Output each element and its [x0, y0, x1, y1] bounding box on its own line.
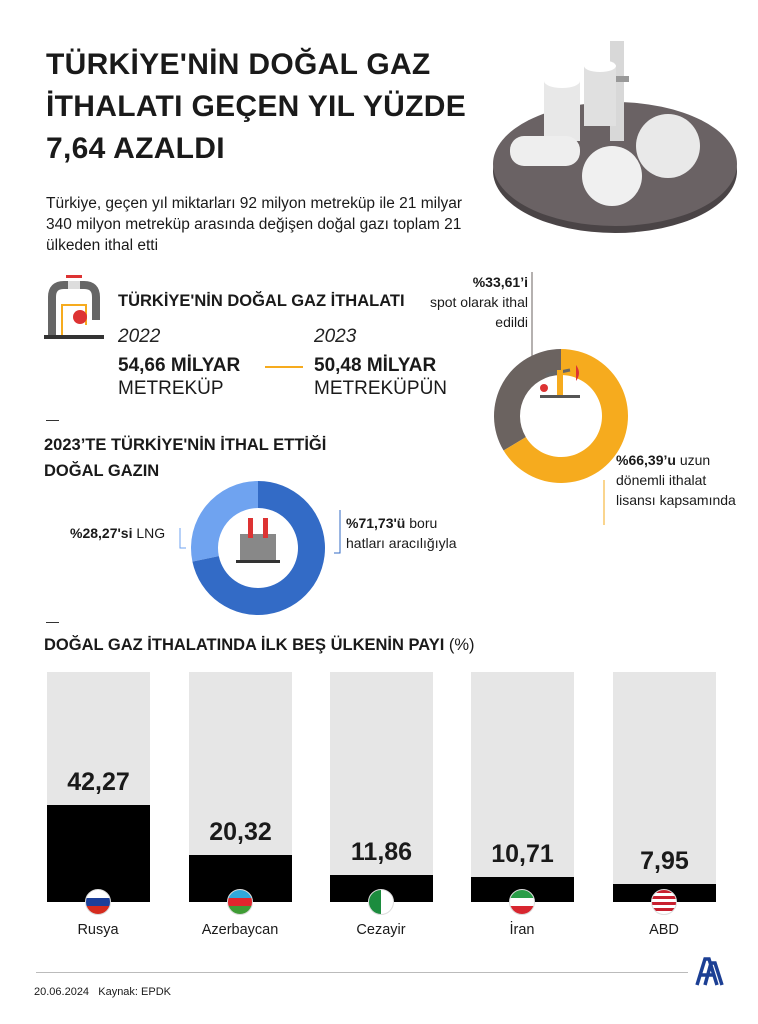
lng-label: %28,27'si LNG [70, 525, 166, 541]
value-2023: 50,48 MİLYAR [314, 355, 437, 376]
spot-donut-chart [494, 272, 628, 525]
donut-slice [192, 481, 325, 615]
donut-slice [191, 481, 258, 562]
subtitle: Türkiye, geçen yıl miktarları 92 milyon … [46, 195, 463, 254]
gas-facility-illustration [493, 41, 737, 233]
footer-text: 20.06.2024 Kaynak: EPDK [34, 986, 171, 998]
unit-2022: METREKÜP [118, 378, 224, 399]
year-2022: 2022 [118, 326, 161, 347]
bar-value-label: 20,32 [209, 818, 272, 847]
flag-icon [651, 889, 677, 915]
longterm-label: %66,39’u uzun dönemli ithalat lisansı ka… [616, 452, 736, 508]
flag-icon [368, 889, 394, 915]
refinery-icon [236, 518, 280, 563]
bar-value-label: 11,86 [350, 837, 413, 866]
connector-line [265, 366, 303, 368]
page-title: TÜRKİYE'NİN DOĞAL GAZ İTHALATI GEÇEN YIL… [46, 48, 467, 165]
aa-logo [695, 957, 724, 986]
section3-heading: DOĞAL GAZ İTHALATINDA İLK BEŞ ÜLKENİN PA… [44, 636, 475, 654]
footer-divider [36, 972, 688, 973]
bar-background: 11,86 [330, 672, 433, 902]
bar-background: 42,27 [47, 672, 150, 902]
bar-value-label: 10,71 [491, 840, 554, 869]
flag-icon [509, 889, 535, 915]
spot-label: %33,61’i spot olarak ithal edildi [429, 274, 528, 330]
bar-background: 20,32 [189, 672, 292, 902]
country-label: Rusya [77, 922, 119, 938]
country-label: İran [509, 922, 535, 938]
bar-background: 10,71 [471, 672, 574, 902]
flag-icon [227, 889, 253, 915]
year-2023: 2023 [314, 326, 357, 347]
donut-slice [503, 349, 628, 483]
unit-2023: METREKÜPÜN [314, 378, 448, 399]
bar [47, 804, 150, 902]
divider [46, 622, 59, 623]
imports-heading: TÜRKİYE'NİN DOĞAL GAZ İTHALATI [118, 292, 405, 310]
pump-jack-icon [540, 365, 580, 398]
bar-value-label: 42,27 [67, 767, 130, 796]
donut-slice [494, 349, 561, 451]
value-2022: 54,66 MİLYAR [118, 355, 241, 376]
bar-background: 7,95 [613, 672, 716, 902]
country-label: Cezayir [356, 922, 406, 938]
pipeline-label: %71,73'ü boru hatları aracılığıyla [346, 515, 457, 551]
flag-icon [85, 889, 111, 915]
country-label: ABD [649, 922, 679, 938]
bar-value-label: 7,95 [640, 846, 689, 875]
section2-heading: 2023’TE TÜRKİYE'NİN İTHAL ETTİĞİ DOĞAL G… [44, 436, 327, 480]
divider [46, 420, 59, 421]
country-label: Azerbaycan [201, 922, 279, 938]
lng-donut-chart [179, 481, 341, 615]
pipe-valve-icon [44, 275, 104, 339]
